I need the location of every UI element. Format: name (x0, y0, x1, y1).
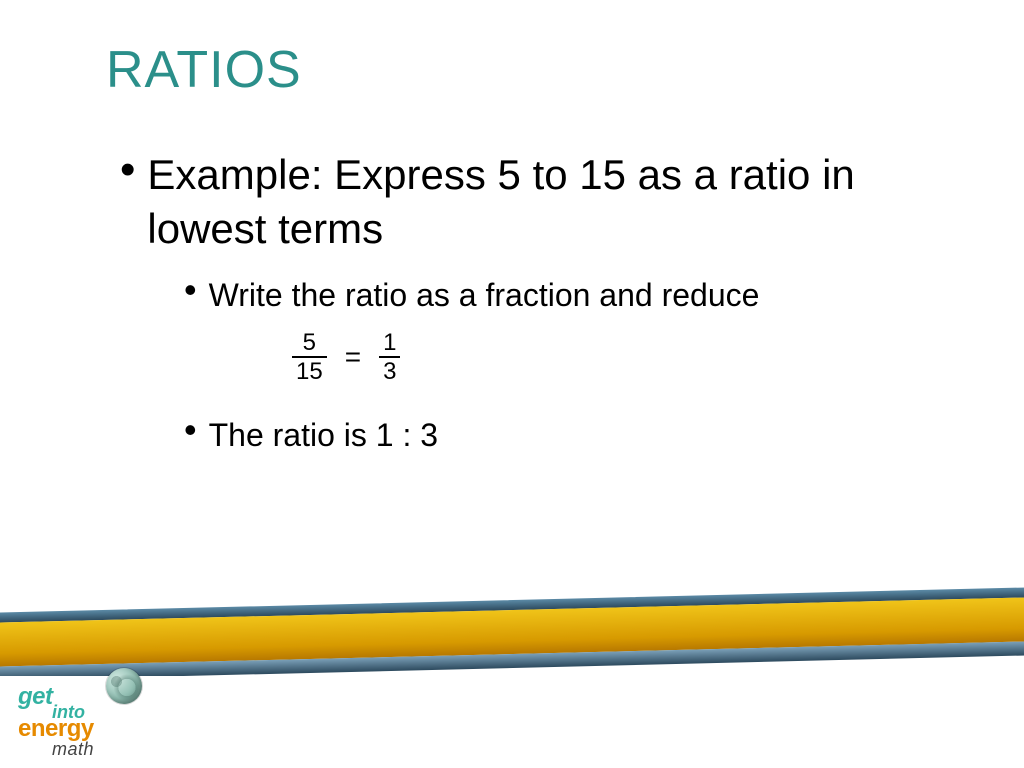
globe-icon (106, 668, 142, 704)
decor-bottom-fill (0, 676, 1024, 768)
denominator: 3 (379, 358, 400, 384)
fraction-rhs: 1 3 (379, 330, 400, 384)
numerator: 1 (379, 330, 400, 356)
denominator: 15 (292, 358, 327, 384)
sub-bullet-list: • Write the ratio as a fraction and redu… (184, 272, 964, 457)
equation: 5 15 = 1 3 (292, 330, 964, 384)
content-area: • Example: Express 5 to 15 as a ratio in… (120, 148, 964, 471)
numerator: 5 (299, 330, 320, 356)
slide: RATIOS • Example: Express 5 to 15 as a r… (0, 0, 1024, 768)
bullet-dot-icon: • (120, 148, 135, 192)
logo: get into energy math (18, 668, 148, 758)
sub-bullet-text: The ratio is 1 : 3 (209, 415, 438, 457)
sub-bullet: • Write the ratio as a fraction and redu… (184, 272, 964, 317)
main-bullet: • Example: Express 5 to 15 as a ratio in… (120, 148, 964, 256)
logo-text: get into energy math (18, 686, 94, 758)
fraction-lhs: 5 15 (292, 330, 327, 384)
sub-bullet: • The ratio is 1 : 3 (184, 412, 964, 457)
bullet-dot-icon: • (184, 412, 197, 448)
main-bullet-text: Example: Express 5 to 15 as a ratio in l… (147, 148, 964, 256)
logo-word-energy: energy (18, 718, 94, 740)
slide-title: RATIOS (106, 40, 302, 100)
sub-bullet-text: Write the ratio as a fraction and reduce (209, 275, 760, 317)
equals-sign: = (345, 341, 361, 373)
logo-word-math: math (52, 741, 94, 757)
bullet-dot-icon: • (184, 272, 197, 308)
